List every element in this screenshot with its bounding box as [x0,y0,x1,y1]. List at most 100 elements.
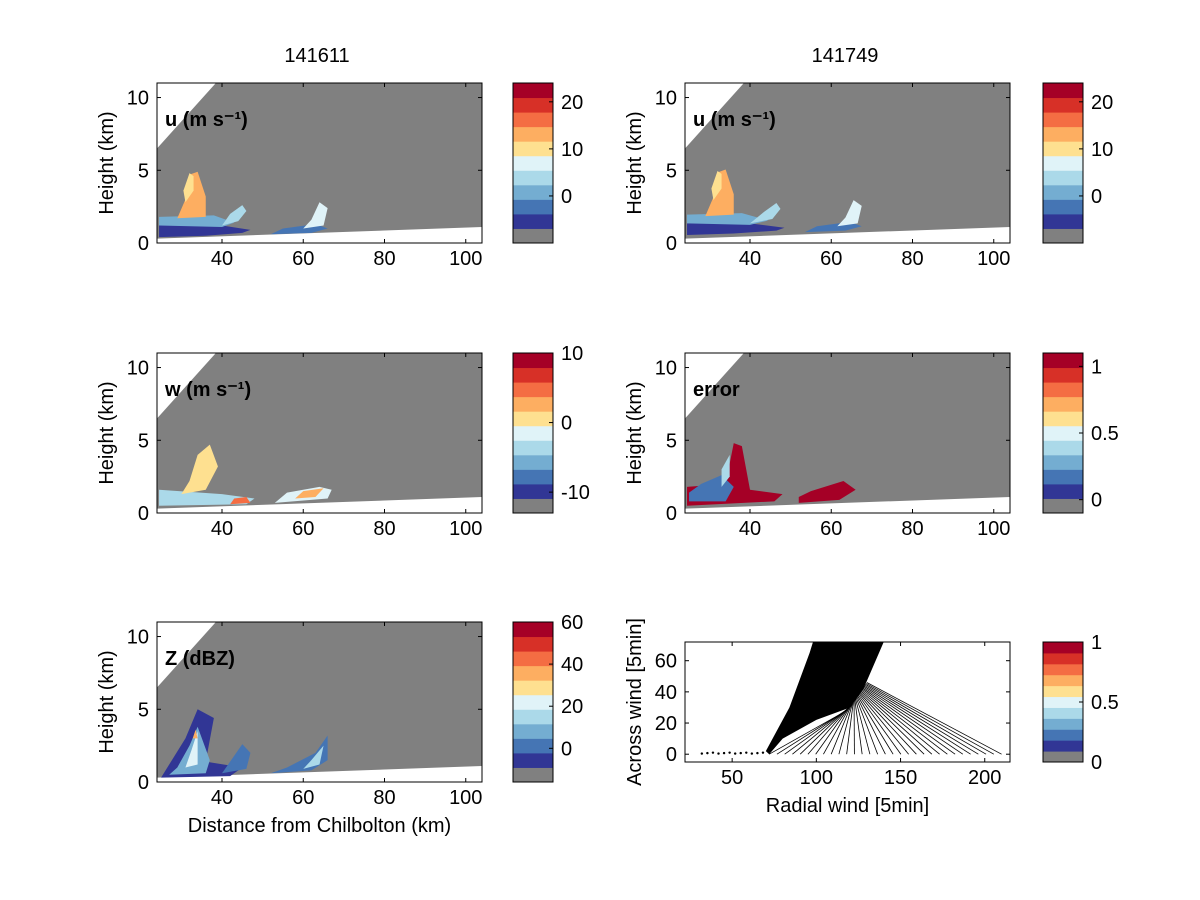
x-tick-label: 60 [292,248,314,270]
y-tick-label: 60 [655,651,677,673]
echo-region [687,213,769,225]
scatter-point [711,751,715,754]
colorbar-segment [513,752,553,768]
colorbar-tick-label: 60 [561,612,583,634]
y-tick-label: 5 [666,430,677,452]
scatter-streak [823,703,852,755]
scatter-streak [863,686,964,755]
x-tick-label: 100 [449,787,482,809]
colorbar-segment [513,382,553,398]
scatter-streak [855,698,871,755]
column-title-left: 141611 [284,45,349,67]
scatter-streak [857,695,894,755]
echo-region [230,497,251,505]
y-tick-label: 0 [666,744,677,766]
echo-region [721,454,730,487]
colorbar-segment [513,353,553,369]
panel-3: w (m s⁻¹) 40 60 80 100 0 5 10 Height (km) -10 0 10 [96,343,590,540]
colorbar-segment [513,112,553,128]
scan-region [157,83,482,239]
colorbar-tick-label: 20 [561,92,583,114]
panel-6: 50 100 150 200 0 20 40 60 Across wind [5min] Radi… [624,618,1119,817]
colorbar-tick-label: 0.5 [1091,423,1119,445]
panel-4: error 40 60 80 100 0 5 10 Height (km) 0 0.5 1 [624,352,1119,540]
echo-region [183,173,194,203]
variable-label: u (m s⁻¹) [693,109,776,131]
echo-region [222,205,247,226]
colorbar-segment [1043,228,1083,244]
y-axis-label: Across wind [5min] [624,618,646,786]
x-tick-label: 40 [211,787,233,809]
axes-frame [684,641,1011,763]
x-tick-label: 100 [800,767,833,789]
colorbar-frame [512,352,554,514]
y-tick-label: 0 [138,233,149,255]
colorbar-tick-label: 1 [1091,632,1102,654]
colorbar-segment [513,767,553,783]
x-tick-label: 80 [373,248,395,270]
scatter-streak [859,692,917,755]
panel-1: u (m s⁻¹) 40 60 80 100 0 5 10 Height (km) 0 10 20 [96,82,583,270]
x-tick-label: 60 [820,248,842,270]
colorbar-segment [513,199,553,215]
colorbar-segment [1043,440,1083,456]
echo-region [177,171,206,219]
colorbar-segment [1043,729,1083,741]
y-axis-label: Height (km) [96,650,118,753]
echo-region [750,203,781,224]
scatter-streak [858,693,909,755]
scatter-streak [799,706,850,755]
scatter-streak [854,699,863,755]
colorbar-segment [513,636,553,652]
x-tick-label: 150 [884,767,917,789]
y-axis-label: Height (km) [96,381,118,484]
scatter-streak [861,689,940,755]
variable-label: error [693,379,740,401]
colorbar-tick-label: 20 [1091,92,1113,114]
echo-region [837,200,862,227]
panel-2: u (m s⁻¹) 40 60 80 100 0 5 10 Height (km) 0 10 20 [624,82,1113,270]
colorbar-segment [1043,155,1083,171]
colorbar-segment [1043,411,1083,427]
colorbar-tick-label: 0 [561,413,572,435]
echo-region [169,726,210,775]
colorbar-segment [513,83,553,99]
axes-frame [156,82,483,244]
colorbar-segment [513,694,553,710]
colorbar-segment [513,498,553,514]
scatter-streak [864,684,979,755]
colorbar-segment [513,454,553,470]
scatter-streak [857,694,902,755]
scatter-streak [859,691,925,755]
x-tick-label: 100 [977,248,1010,270]
x-tick-label: 60 [292,787,314,809]
colorbar-segment [513,155,553,171]
scatter-streak [862,687,956,755]
variable-label: w (m s⁻¹) [164,379,251,401]
y-tick-label: 10 [127,627,149,649]
colorbar-segment [513,396,553,412]
colorbar-segment [1043,141,1083,157]
x-tick-label: 100 [449,248,482,270]
x-tick-label: 80 [901,518,923,540]
panel-5: Z (dBZ) 40 60 80 100 0 5 10 Height (km) Distance … [96,612,583,837]
y-axis-label: Height (km) [624,111,646,214]
colorbar-segment [1043,483,1083,499]
colorbar-segment [513,141,553,157]
y-tick-label: 0 [666,503,677,525]
colorbar-tick-label: 0 [1091,752,1102,774]
scatter-point [733,752,737,755]
colorbar-segment [1043,184,1083,200]
scatter-streak [846,701,854,755]
x-tick-label: 80 [901,248,923,270]
colorbar-segment [1043,170,1083,186]
colorbar-segment [513,709,553,725]
scatter-streak [784,708,849,755]
scatter-streak [776,709,848,755]
colorbar-tick-label: 1 [1091,356,1102,378]
x-tick-label: 80 [373,787,395,809]
scatter-point [706,751,709,755]
colorbar-segment [1043,382,1083,398]
scatter-streak [863,685,971,755]
